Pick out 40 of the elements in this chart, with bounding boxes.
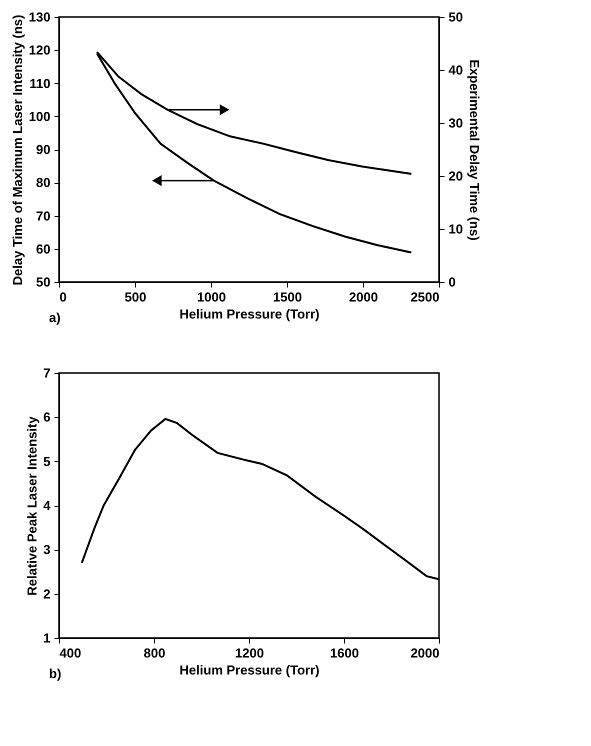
x-tick-label: 2500	[410, 290, 440, 304]
x-tick-label: 500	[124, 290, 146, 304]
x-tick-label: 800	[144, 646, 166, 660]
x-tick-label: 1000	[197, 290, 226, 304]
y-tick-label: 7	[43, 366, 50, 380]
y-axis-title: Delay Time of Maximum Laser Intensity (ns)	[10, 14, 25, 286]
x-axis-title: Helium Pressure (Torr)	[180, 306, 320, 322]
y-tick-label: 120	[28, 42, 50, 58]
y2-tick-label: 40	[448, 62, 463, 78]
x-axis-title: Helium Pressure (Torr)	[180, 662, 320, 678]
x-tick-label: 2000	[349, 290, 378, 304]
y2-tick-label: 0	[448, 274, 456, 290]
y-tick-label: 130	[28, 10, 50, 24]
y-tick-label: 5	[43, 454, 50, 469]
y-tick-label: 60	[36, 241, 50, 256]
y-tick-label: 110	[30, 76, 50, 91]
x-tick-label: 0	[60, 290, 67, 304]
y2-tick-label: 30	[448, 116, 463, 130]
x-tick-label: 1200	[235, 646, 264, 660]
x-tick-label: 2000	[410, 646, 440, 660]
y-tick-label: 1	[43, 630, 50, 646]
y-tick-label: 80	[36, 175, 50, 190]
y-tick-label: 2	[43, 586, 50, 602]
y2-axis-title: Experimental Delay Time (ns)	[466, 59, 482, 241]
y2-tick-label: 10	[448, 222, 463, 236]
y-tick-label: 6	[43, 410, 50, 425]
y2-tick-label: 20	[448, 168, 463, 184]
y-tick-label: 70	[36, 208, 50, 224]
y-tick-label: 50	[36, 274, 50, 290]
x-tick-label: 1600	[330, 646, 359, 660]
y-tick-label: 90	[36, 142, 50, 157]
y2-tick-label: 50	[448, 10, 463, 24]
y-tick-label: 3	[43, 542, 50, 558]
text: b)	[49, 666, 62, 681]
text: a)	[49, 310, 61, 325]
x-tick-label: 400	[60, 646, 82, 660]
y-tick-label: 100	[28, 108, 50, 124]
x-tick-label: 1500	[273, 290, 302, 304]
y-axis-title: Relative Peak Laser Intensity	[24, 416, 40, 596]
y-tick-label: 4	[43, 498, 52, 513]
